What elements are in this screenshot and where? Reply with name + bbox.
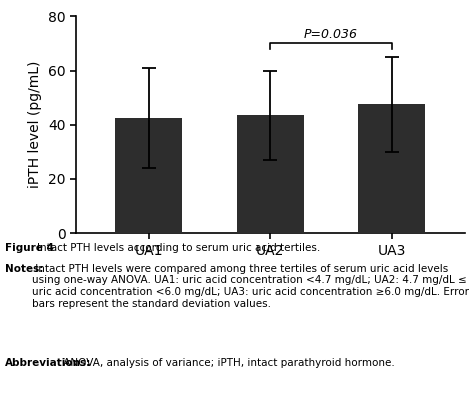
Text: Notes:: Notes: <box>5 264 43 274</box>
Bar <box>115 118 182 233</box>
Bar <box>237 115 303 233</box>
Text: Intact PTH levels were compared among three tertiles of serum uric acid levels u: Intact PTH levels were compared among th… <box>32 264 469 309</box>
Text: ANOVA, analysis of variance; iPTH, intact parathyroid hormone.: ANOVA, analysis of variance; iPTH, intac… <box>60 358 395 368</box>
Text: Abbreviations:: Abbreviations: <box>5 358 91 368</box>
Text: Figure 4: Figure 4 <box>5 243 57 253</box>
Text: Intact PTH levels according to serum uric acid tertiles.: Intact PTH levels according to serum uri… <box>37 243 320 253</box>
Bar <box>358 104 425 233</box>
Text: P=0.036: P=0.036 <box>304 28 358 41</box>
Y-axis label: iPTH level (pg/mL): iPTH level (pg/mL) <box>28 61 42 189</box>
